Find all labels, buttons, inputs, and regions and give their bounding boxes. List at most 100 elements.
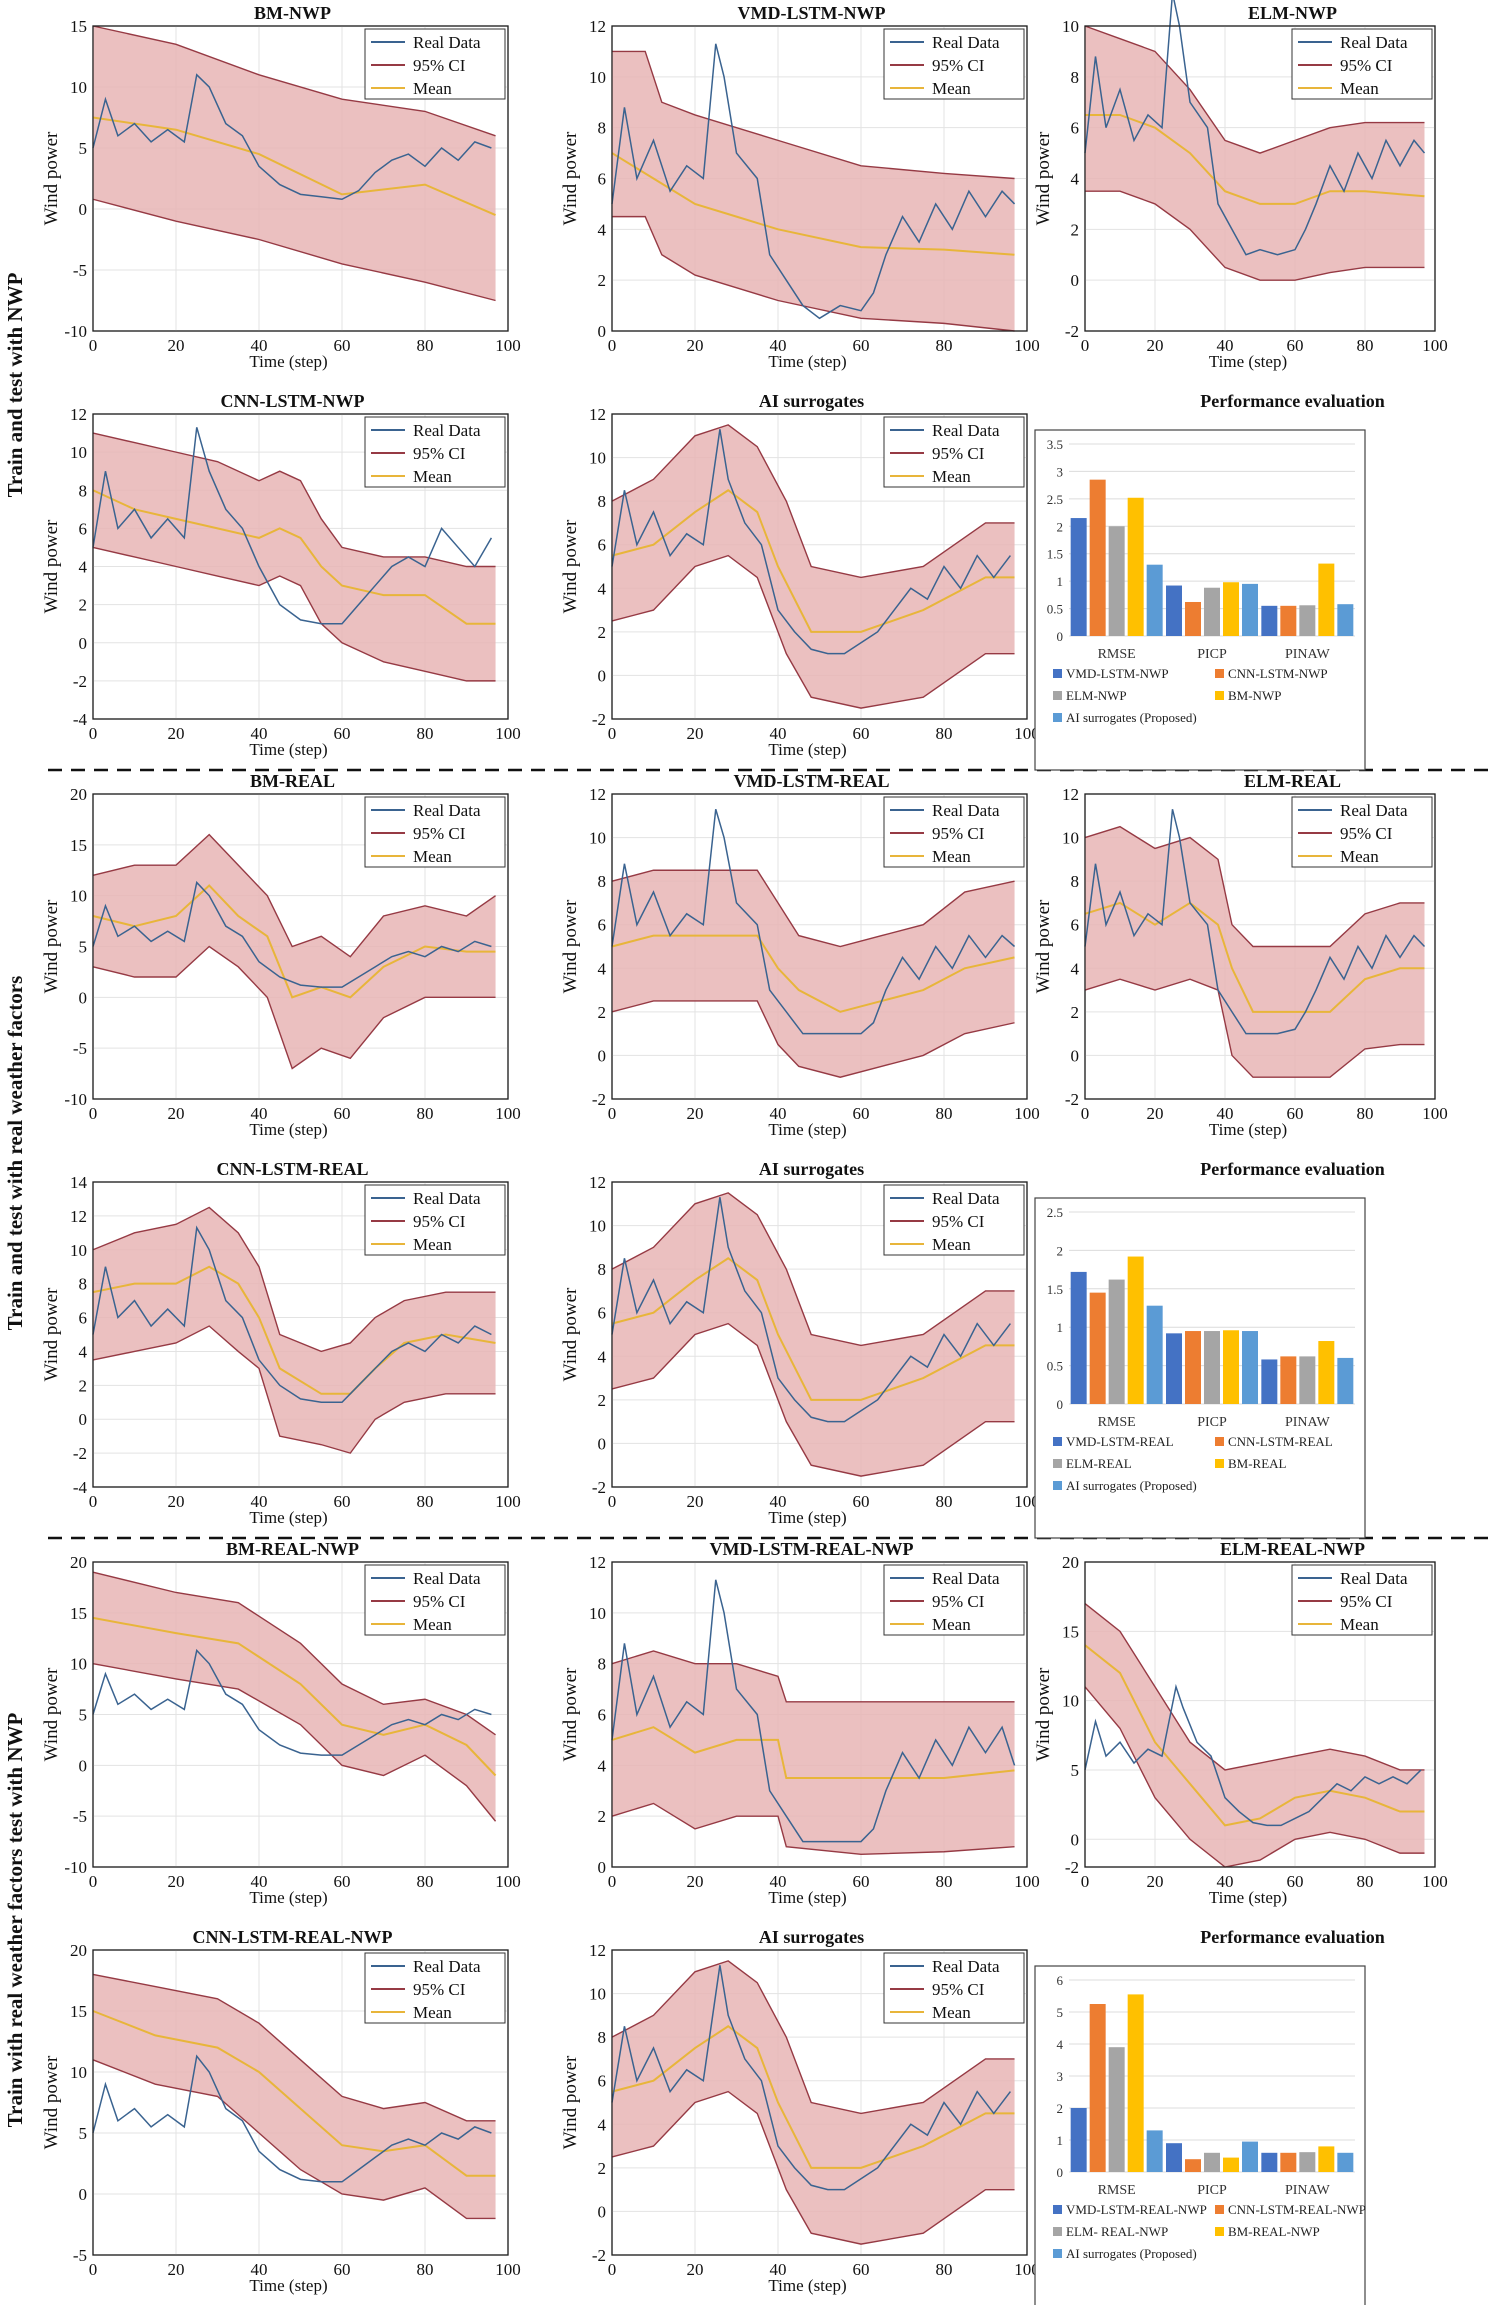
x-tick-label: 60: [853, 336, 870, 355]
bar: [1337, 1357, 1354, 1404]
bar-y-tick-label: 2.5: [1047, 492, 1063, 507]
y-axis-label: Wind power: [1033, 1667, 1054, 1761]
bar: [1070, 1271, 1087, 1404]
x-tick-label: 60: [334, 2260, 351, 2279]
chart-title: Performance evaluation: [1200, 391, 1384, 411]
bar-legend-label: CNN-LSTM-REAL-NWP: [1228, 2202, 1366, 2217]
mean-line: [611, 489, 1015, 633]
ci-upper-line: [1084, 825, 1425, 948]
bar: [1318, 2146, 1335, 2172]
bar: [1185, 1331, 1201, 1404]
y-tick-label: 8: [598, 872, 607, 891]
legend-label: Real Data: [932, 33, 1000, 52]
section-label: Train and test with NWP: [3, 272, 27, 497]
y-axis-label: Wind power: [41, 1287, 62, 1381]
legend-label: Real Data: [413, 801, 481, 820]
ci-upper-line: [611, 424, 1015, 579]
bar-category-label: PICP: [1197, 1415, 1227, 1430]
legend-label: Real Data: [413, 421, 481, 440]
y-tick-label: 2: [598, 623, 607, 642]
y-tick-label: 20: [1062, 1553, 1079, 1572]
bar: [1299, 605, 1316, 636]
legend-label: Mean: [413, 467, 452, 486]
x-tick-label: 60: [1287, 336, 1304, 355]
x-tick-label: 100: [495, 1492, 521, 1511]
ci-upper-line: [611, 1960, 1015, 2115]
x-axis-label: Time (step): [249, 1508, 327, 1527]
plot-frame: [92, 25, 509, 332]
bar-y-tick-label: 2: [1057, 519, 1064, 534]
bar-legend-label: ELM-REAL: [1066, 1456, 1132, 1471]
chart-panel: VMD-LSTM-REAL-NWP 0 20 40 60 80 100 0 2 4 6 8 10 12 Ti…: [560, 1539, 1040, 1907]
real-data-line: [1084, 809, 1426, 1035]
bar-legend-label: ELM- REAL-NWP: [1066, 2224, 1168, 2239]
bar-y-tick-label: 2.5: [1047, 1205, 1063, 1220]
bar-legend-swatch: [1215, 1459, 1224, 1468]
mean-line: [611, 152, 1015, 256]
mean-line: [1085, 113, 1425, 205]
ci-band: [612, 1960, 1015, 2245]
bar: [1337, 2152, 1354, 2172]
x-tick-label: 80: [1357, 336, 1374, 355]
x-tick-label: 20: [168, 2260, 185, 2279]
bar-category-label: PICP: [1197, 647, 1227, 662]
bar-y-tick-label: 2: [1057, 1243, 1064, 1258]
y-tick-label: -5: [73, 2246, 87, 2265]
bar: [1318, 563, 1335, 636]
mean-line: [92, 1616, 497, 1777]
x-tick-label: 100: [1422, 1872, 1448, 1891]
bar-y-tick-label: 5: [1057, 2005, 1064, 2020]
y-tick-label: 12: [70, 1207, 87, 1226]
ci-band: [1085, 826, 1425, 1078]
mean-line: [92, 1265, 496, 1395]
y-tick-label: 10: [589, 1217, 606, 1236]
bar: [1223, 1330, 1239, 1404]
chart-title: BM-REAL: [250, 771, 335, 791]
chart-title: Performance evaluation: [1200, 1927, 1384, 1947]
x-tick-label: 60: [853, 724, 870, 743]
ci-lower-line: [611, 1000, 1015, 1078]
bar-y-tick-label: 3: [1057, 464, 1064, 479]
x-axis-label: Time (step): [249, 740, 327, 759]
real-data-line: [611, 809, 1016, 1035]
bar: [1204, 2152, 1220, 2172]
legend-label: Mean: [932, 1615, 971, 1634]
bar: [1127, 1256, 1144, 1404]
y-tick-label: 4: [598, 959, 607, 978]
x-axis-label: Time (step): [768, 1508, 846, 1527]
x-tick-label: 20: [687, 336, 704, 355]
x-tick-label: 100: [1014, 1104, 1040, 1123]
y-tick-label: 6: [598, 916, 607, 935]
bar: [1127, 1994, 1144, 2172]
y-tick-label: 6: [598, 1706, 607, 1725]
bar-y-tick-label: 1.5: [1047, 1282, 1063, 1297]
x-tick-label: 60: [334, 724, 351, 743]
legend-label: Mean: [932, 1235, 971, 1254]
x-tick-label: 60: [853, 1872, 870, 1891]
ci-band: [612, 424, 1015, 709]
y-tick-label: 2: [79, 1376, 88, 1395]
x-tick-label: 80: [936, 336, 953, 355]
x-tick-label: 60: [853, 1104, 870, 1123]
x-tick-label: 40: [770, 1492, 787, 1511]
x-tick-label: 0: [608, 724, 617, 743]
bar: [1318, 1341, 1335, 1404]
bar-y-tick-label: 3: [1057, 2069, 1064, 2084]
bar-legend-label: BM-REAL-NWP: [1228, 2224, 1320, 2239]
x-tick-label: 40: [251, 1104, 268, 1123]
y-tick-label: 0: [1071, 271, 1080, 290]
y-tick-label: 14: [70, 1173, 88, 1192]
x-tick-label: 40: [770, 724, 787, 743]
bar: [1261, 2152, 1278, 2172]
y-tick-label: 6: [598, 536, 607, 555]
real-data-line: [1084, 0, 1426, 256]
chart-panel: CNN-LSTM-REAL 0 20 40 60 80 100 -4 -2 0 2 4 6 8 10 12 14…: [41, 1159, 521, 1527]
chart-title: VMD-LSTM-REAL: [734, 771, 890, 791]
x-tick-label: 0: [608, 336, 617, 355]
legend-label: Real Data: [932, 1569, 1000, 1588]
x-tick-label: 100: [1422, 1104, 1448, 1123]
bar-category-label: RMSE: [1098, 2183, 1136, 2198]
plot-frame: [611, 793, 1028, 1100]
x-tick-label: 20: [687, 1492, 704, 1511]
